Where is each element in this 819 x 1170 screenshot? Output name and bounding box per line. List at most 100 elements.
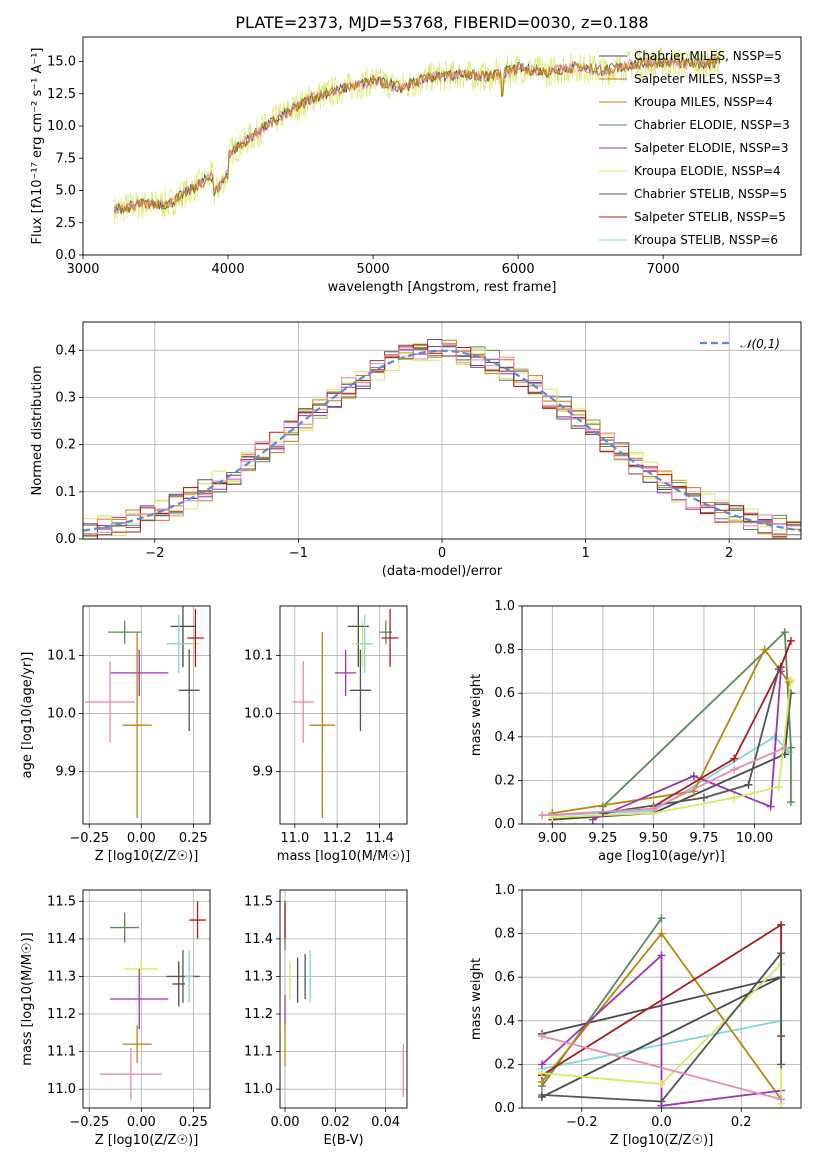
x-tick-label: 4000 [212, 262, 245, 277]
y-tick-label: 0.1 [55, 485, 76, 500]
y-tick-label: 0.3 [55, 390, 76, 405]
legend-label: Chabrier MILES, NSSP=5 [634, 49, 782, 63]
legend-label: Chabrier STELIB, NSSP=5 [634, 187, 787, 201]
y-tick-label: 0.8 [494, 927, 515, 942]
point-marker [777, 920, 786, 929]
y-tick-label: 1.0 [494, 883, 515, 898]
weight-line [552, 647, 790, 814]
point-marker [766, 802, 775, 811]
residuals-panel: −2 −1 0 1 2 0.0 0.1 0.2 0.3 0.4 (data-model)/error… [30, 321, 802, 579]
x-tick-label: 9.25 [588, 831, 617, 846]
point-marker [780, 743, 789, 752]
weight-line [602, 630, 792, 808]
mass-vs-Z-marks [99, 901, 206, 1101]
y-tick-label: 10.0 [244, 707, 273, 722]
y-tick-label: 11.1 [47, 1045, 76, 1060]
x-tick-label: 0.00 [271, 1115, 300, 1130]
axes-frame [82, 605, 211, 825]
histogram-series [83, 344, 801, 539]
x-tick-label: 5000 [357, 262, 390, 277]
age-vs-mass-panel: 11.0 11.2 11.4 9.9 10.0 10.1 mass [log10(M/M☉)… [244, 605, 410, 864]
y-tick-label: 11.4 [47, 932, 76, 947]
legend-label: Chabrier ELODIE, NSSP=3 [634, 118, 790, 132]
legend-label: 𝒩(0,1) [740, 337, 780, 351]
y-axis-label: age [log10(age/yr)] [20, 652, 35, 779]
y-axis-label: Normed distribution [30, 366, 45, 496]
x-axis-label: Z [log10(Z/Z☉)] [95, 1133, 199, 1148]
y-tick-label: 0.0 [494, 817, 515, 832]
weight-line [541, 953, 782, 1107]
y-tick-label: 2.5 [55, 216, 76, 231]
y-tick-label: 11.0 [47, 1082, 76, 1097]
x-tick-label: 1 [581, 546, 589, 561]
figure-title: PLATE=2373, MJD=53768, FIBERID=0030, z=0… [235, 13, 648, 32]
residuals-marks [83, 339, 801, 539]
mass-vs-Z-panel: −0.25 0.00 0.25 11.0 11.1 11.2 11.3 11.4 11.5 Z [… [20, 889, 211, 1148]
spectrum-line [113, 46, 721, 225]
x-tick-label: −2 [145, 546, 164, 561]
x-tick-label: −0.2 [566, 1115, 598, 1130]
point-marker [699, 793, 708, 802]
point-marker [588, 815, 597, 824]
point-marker [744, 780, 753, 789]
point-marker [786, 798, 795, 807]
x-tick-label: 11.0 [280, 831, 309, 846]
y-tick-label: 7.5 [55, 151, 76, 166]
x-tick-label: 0.04 [371, 1115, 400, 1130]
y-tick-label: 0.4 [494, 1014, 515, 1029]
weight-line [541, 1035, 782, 1101]
y-tick-label: 11.5 [47, 894, 76, 909]
x-tick-label: 10.00 [736, 831, 773, 846]
y-tick-label: 11.1 [244, 1045, 273, 1060]
point-marker [689, 772, 698, 781]
point-marker [770, 732, 779, 741]
y-tick-label: 0.0 [55, 248, 76, 263]
weight-line [541, 917, 663, 1087]
spectrum-line [113, 56, 721, 214]
point-marker [537, 1069, 546, 1078]
point-marker [537, 1060, 546, 1069]
x-tick-label: 0 [438, 546, 446, 561]
y-tick-label: 15.0 [47, 55, 76, 70]
x-tick-label: −0.25 [69, 1115, 109, 1130]
point-marker [780, 628, 789, 637]
y-tick-label: 0.2 [55, 438, 76, 453]
x-tick-label: 2 [725, 546, 733, 561]
legend-label: Salpeter ELODIE, NSSP=3 [634, 141, 789, 155]
legend-label: Kroupa MILES, NSSP=4 [634, 95, 773, 109]
age-vs-Z-panel: −0.25 0.00 0.25 9.9 10.0 10.1 Z [log10(Z/Z☉)] a… [20, 605, 211, 864]
normal-curve [83, 349, 801, 532]
point-marker [598, 809, 607, 818]
mass-vs-EBV-panel: 0.00 0.02 0.04 11.0 11.1 11.2 11.3 11.4 11.5 E(B-… [244, 889, 408, 1148]
point-marker [777, 1095, 786, 1104]
spectrum-panel: 3000 4000 5000 6000 7000 0.0 2.5 5.0 7.5 10.0 12.5… [30, 36, 802, 295]
point-marker [760, 645, 769, 654]
weight-vs-age-panel: 9.00 9.25 9.50 9.75 10.00 0.0 0.2 0.4 0.6 0.8 1.0 a… [469, 599, 802, 864]
point-marker [777, 1060, 786, 1069]
x-tick-label: 9.50 [639, 831, 668, 846]
point-marker [774, 782, 783, 791]
axes-frame [279, 889, 408, 1109]
point-marker [537, 1090, 546, 1099]
y-tick-label: 0.6 [494, 686, 515, 701]
y-tick-label: 0.0 [55, 532, 76, 547]
point-marker [537, 1032, 546, 1041]
point-marker [730, 754, 739, 763]
x-axis-label: Z [log10(Z/Z☉)] [95, 849, 199, 864]
mass-vs-EBV-marks [284, 901, 404, 1097]
y-tick-label: 5.0 [55, 184, 76, 199]
y-tick-label: 11.2 [244, 1007, 273, 1022]
y-axis-label: mass [log10(M/M☉)] [20, 932, 35, 1065]
x-tick-label: −1 [289, 546, 308, 561]
axes-frame [521, 605, 802, 825]
x-tick-label: 11.2 [323, 831, 352, 846]
y-tick-label: 11.3 [47, 969, 76, 984]
y-tick-label: 0.6 [494, 970, 515, 985]
weight-vs-age-marks [538, 628, 795, 824]
axes-frame [82, 889, 211, 1109]
point-marker [730, 793, 739, 802]
x-tick-label: 3000 [66, 262, 99, 277]
legend-label: Salpeter STELIB, NSSP=5 [634, 210, 786, 224]
y-tick-label: 11.0 [244, 1082, 273, 1097]
